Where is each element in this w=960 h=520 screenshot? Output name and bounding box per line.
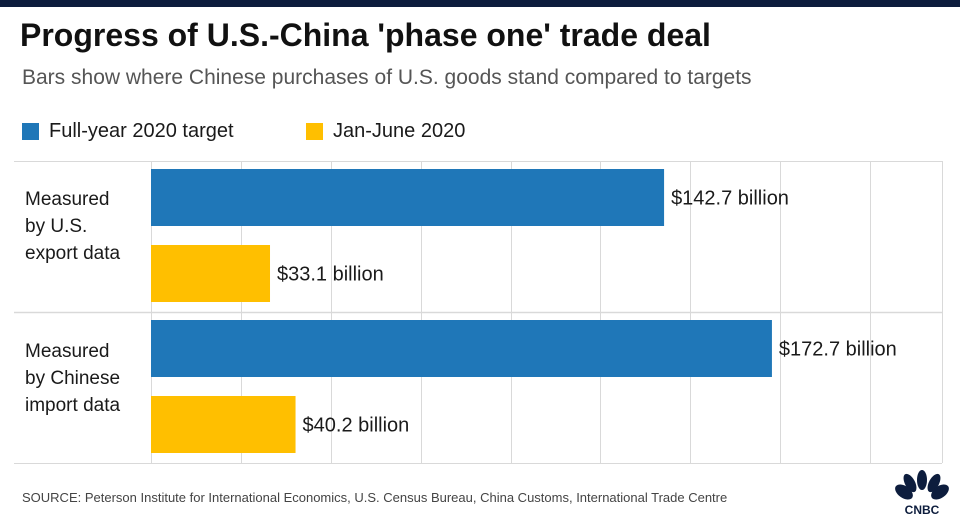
category-label-line: Measured — [25, 341, 110, 362]
legend-item-actual: Jan-June 2020 — [306, 118, 465, 144]
data-label-actual-1: $40.2 billion — [303, 415, 410, 437]
bar-target-1 — [151, 320, 772, 377]
chart-subtitle: Bars show where Chinese purchases of U.S… — [22, 66, 752, 89]
cnbc-peacock-logo: CNBC — [895, 470, 949, 517]
data-label-actual-0: $33.1 billion — [277, 264, 384, 286]
bar-actual-1 — [151, 396, 296, 453]
category-label-us-export: Measured by U.S. export data — [25, 186, 120, 267]
bar-target-0 — [151, 169, 665, 226]
data-label-target-0: $142.7 billion — [671, 188, 789, 210]
legend-item-target: Full-year 2020 target — [22, 118, 234, 144]
logo-wordmark: CNBC — [905, 503, 940, 517]
category-label-line: import data — [25, 395, 121, 416]
legend-label-target: Full-year 2020 target — [49, 119, 234, 142]
category-label-line: Measured — [25, 189, 110, 210]
data-label-target-1: $172.7 billion — [779, 339, 897, 361]
category-label-line: by U.S. — [25, 216, 88, 237]
top-accent-bar — [0, 0, 960, 7]
legend-swatch-target — [22, 122, 39, 140]
source-note: SOURCE: Peterson Institute for Internati… — [22, 490, 728, 505]
legend-swatch-actual — [306, 122, 323, 140]
category-label-chinese-import: Measured by Chinese import data — [25, 338, 120, 419]
legend-label-actual: Jan-June 2020 — [333, 119, 466, 142]
bar-actual-0 — [151, 245, 271, 302]
chart-title: Progress of U.S.-China 'phase one' trade… — [20, 17, 711, 53]
category-label-line: export data — [25, 243, 121, 264]
category-label-line: by Chinese — [25, 368, 121, 389]
